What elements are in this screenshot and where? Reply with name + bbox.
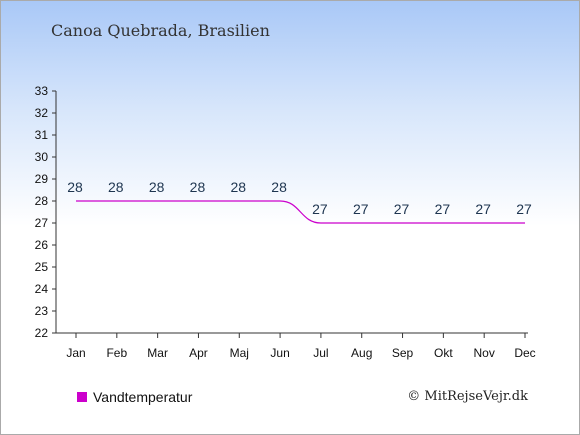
- y-tick-label: 28: [35, 194, 49, 208]
- y-tick-label: 23: [35, 304, 49, 318]
- x-tick-label: Feb: [106, 346, 127, 360]
- y-tick-label: 33: [35, 84, 49, 98]
- data-label: 27: [516, 201, 532, 217]
- data-label: 27: [353, 201, 369, 217]
- data-label: 28: [230, 179, 246, 195]
- data-label: 28: [67, 179, 83, 195]
- data-label: 27: [394, 201, 410, 217]
- data-label: 27: [475, 201, 491, 217]
- legend-swatch: [77, 392, 87, 402]
- y-tick-label: 31: [35, 128, 49, 142]
- y-tick-label: 22: [35, 326, 49, 340]
- series-line: [76, 200, 525, 224]
- data-label: 27: [312, 201, 328, 217]
- x-tick-label: Jan: [66, 346, 85, 360]
- data-label: 28: [271, 179, 287, 195]
- y-tick-label: 27: [35, 216, 49, 230]
- y-tick-label: 32: [35, 106, 49, 120]
- chart-title: Canoa Quebrada, Brasilien: [51, 21, 270, 40]
- x-tick-label: Dec: [514, 346, 535, 360]
- x-tick-label: Maj: [230, 346, 249, 360]
- x-tick-label: Okt: [434, 346, 453, 360]
- data-label: 28: [108, 179, 124, 195]
- legend-label: Vandtemperatur: [93, 389, 193, 405]
- y-tick-label: 24: [35, 282, 49, 296]
- y-tick-label: 30: [35, 150, 49, 164]
- x-tick-label: Sep: [392, 346, 414, 360]
- legend: Vandtemperatur: [77, 389, 192, 405]
- x-tick-label: Aug: [351, 346, 372, 360]
- x-tick-label: Jul: [313, 346, 328, 360]
- x-tick-label: Apr: [189, 346, 208, 360]
- x-tick-label: Nov: [474, 346, 495, 360]
- y-tick-label: 25: [35, 260, 49, 274]
- y-tick-label: 29: [35, 172, 49, 186]
- data-label: 28: [190, 179, 206, 195]
- x-tick-label: Jun: [270, 346, 289, 360]
- credit-text: © MitRejseVejr.dk: [407, 389, 528, 404]
- y-tick-label: 26: [35, 238, 49, 252]
- data-label: 28: [149, 179, 165, 195]
- data-label: 27: [435, 201, 451, 217]
- x-tick-label: Mar: [147, 346, 168, 360]
